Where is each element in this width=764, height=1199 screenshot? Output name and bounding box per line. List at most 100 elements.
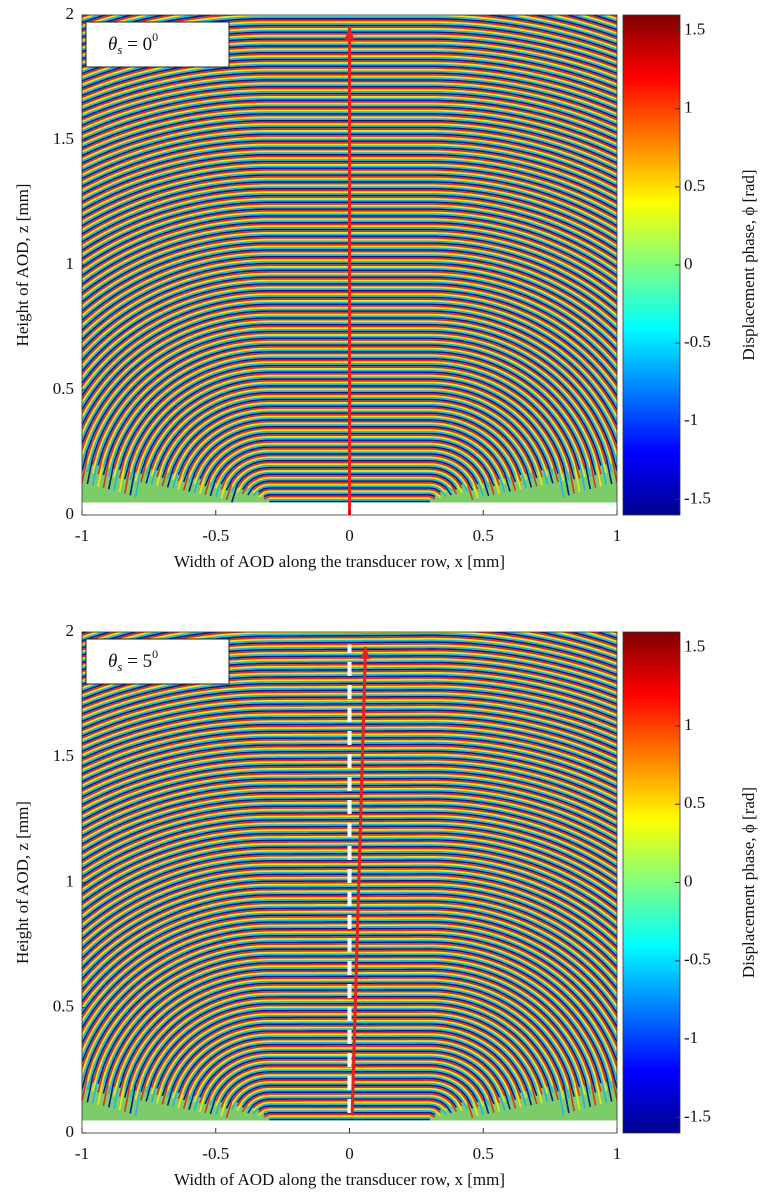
phase-fringe bbox=[82, 15, 617, 16]
phase-fringe bbox=[82, 866, 617, 940]
phase-fringe bbox=[82, 706, 617, 749]
phase-fringe bbox=[82, 0, 617, 3]
y-tick-label: 0 bbox=[66, 504, 75, 523]
phase-fringe bbox=[82, 632, 90, 635]
phase-fringe bbox=[150, 1004, 549, 1088]
phase-fringe bbox=[82, 591, 617, 623]
phase-fringe bbox=[118, 977, 581, 1097]
phase-fringe bbox=[82, 721, 617, 766]
y-tick-label: 0.5 bbox=[53, 379, 74, 398]
phase-fringe bbox=[241, 1093, 458, 1113]
annotation-subscript: s bbox=[117, 659, 122, 674]
colorbar-tick-label: 1.5 bbox=[684, 637, 705, 656]
phase-fringe bbox=[82, 632, 617, 658]
phase-fringe bbox=[82, 632, 617, 660]
phase-fringe bbox=[82, 584, 617, 615]
phase-fringe bbox=[172, 1028, 527, 1107]
colorbar-label: Displacement phase, ϕ [rad] bbox=[739, 169, 758, 360]
y-tick-label: 2 bbox=[66, 621, 75, 640]
phase-fringe bbox=[82, 750, 617, 798]
phase-fringe bbox=[82, 577, 617, 608]
phase-fringe bbox=[82, 883, 617, 964]
phase-fringe bbox=[82, 632, 84, 633]
phase-fringe bbox=[82, 747, 617, 794]
phase-fringe bbox=[82, 598, 617, 630]
annotation-symbol: θ bbox=[108, 34, 117, 55]
phase-fringe bbox=[82, 767, 617, 818]
phase-fringe bbox=[118, 975, 581, 1089]
phase-fringe bbox=[82, 0, 617, 6]
phase-fringe bbox=[82, 675, 617, 715]
phase-fringe bbox=[82, 632, 617, 664]
phase-fringe bbox=[82, 586, 617, 617]
colorbar-tick-label: 1 bbox=[684, 715, 693, 734]
arrow-head bbox=[344, 27, 355, 40]
phase-fringe bbox=[82, 632, 617, 637]
phase-fringe bbox=[82, 728, 617, 773]
steering-arrow bbox=[350, 646, 368, 1114]
phase-fringe bbox=[91, 953, 608, 1104]
phase-fringe bbox=[82, 837, 617, 902]
phase-fringe bbox=[82, 724, 617, 769]
phase-fringe bbox=[82, 589, 617, 621]
colorbar-tick-label: 1 bbox=[684, 98, 693, 117]
phase-fringe bbox=[215, 1069, 485, 1116]
colorbar-tick-label: 1.5 bbox=[684, 20, 705, 39]
phase-fringe bbox=[82, 594, 617, 626]
x-axis-label: Width of AOD along the transducer row, x… bbox=[174, 552, 505, 571]
x-tick-label: -0.5 bbox=[202, 526, 229, 545]
phase-fringe bbox=[215, 1067, 485, 1107]
phase-fringe bbox=[82, 572, 617, 603]
colorbar-tick-label: -0.5 bbox=[684, 950, 711, 969]
phase-fringe bbox=[82, 890, 617, 975]
colorbar-tick-label: 0 bbox=[684, 254, 693, 273]
y-tick-label: 1 bbox=[66, 871, 75, 890]
phase-fringe bbox=[82, 910, 617, 1009]
phase-fringe bbox=[145, 999, 554, 1087]
phase-fringe bbox=[82, 907, 617, 1003]
y-tick-label: 0 bbox=[66, 1122, 75, 1141]
y-axis-label: Height of AOD, z [mm] bbox=[13, 801, 32, 964]
phase-fringe bbox=[82, 908, 617, 1006]
phase-fringe bbox=[82, 579, 617, 610]
phase-fringe bbox=[82, 816, 617, 876]
phase-fringe bbox=[97, 956, 602, 1093]
phase-fringe bbox=[97, 958, 602, 1105]
y-tick-label: 2 bbox=[66, 4, 75, 23]
phase-fringe bbox=[82, 567, 617, 597]
phase-fringe bbox=[82, 840, 617, 906]
phase-fringe bbox=[82, 793, 617, 847]
x-tick-label: 1 bbox=[613, 526, 622, 545]
phase-fringe bbox=[220, 1074, 479, 1117]
phase-fringe bbox=[82, 632, 617, 662]
phase-fringe bbox=[82, 839, 617, 904]
phase-fringe bbox=[82, 0, 617, 4]
annotation-box bbox=[85, 638, 230, 685]
phase-fringe bbox=[166, 1023, 533, 1106]
phase-fringe bbox=[82, 886, 617, 969]
phase-fringe bbox=[82, 844, 617, 910]
phase-fringe bbox=[241, 1091, 458, 1108]
y-axis-label: Height of AOD, z [mm] bbox=[13, 184, 32, 347]
phase-fringe bbox=[82, 815, 617, 874]
colorbar-tick-label: -1 bbox=[684, 1028, 698, 1047]
colorbar-tick-label: -1.5 bbox=[684, 1106, 711, 1125]
phase-fringe bbox=[172, 1026, 527, 1099]
phase-fringe bbox=[82, 0, 617, 12]
arrow-head bbox=[360, 647, 371, 660]
phase-fringe bbox=[82, 574, 617, 605]
phase-fringe bbox=[82, 798, 617, 853]
phase-fringe bbox=[82, 932, 617, 1058]
phase-fringe bbox=[82, 569, 617, 600]
annotation-subscript: s bbox=[117, 42, 122, 57]
colorbar-tick-label: -1 bbox=[684, 410, 698, 429]
y-tick-label: 0.5 bbox=[53, 997, 74, 1016]
phase-fringe bbox=[82, 842, 617, 908]
x-tick-label: 0 bbox=[345, 1144, 354, 1163]
phase-fringe bbox=[82, 748, 617, 796]
phase-fringe bbox=[82, 752, 617, 800]
phase-fringe bbox=[82, 15, 617, 44]
phase-fringe bbox=[82, 796, 617, 851]
